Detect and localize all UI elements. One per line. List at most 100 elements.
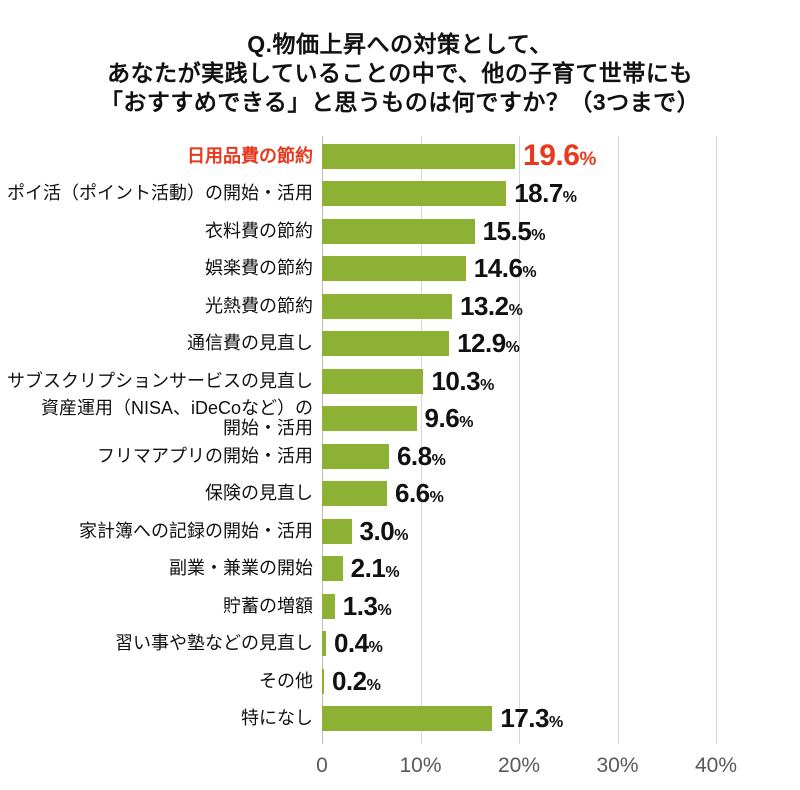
chart-title: Q.物価上昇への対策として、 あなたが実践していることの中で、他の子育て世帯にも… <box>0 30 800 118</box>
bar-category-label: 保険の見直し <box>0 483 322 503</box>
bar-value-number: 19.6 <box>523 139 580 173</box>
bar-value-percent-sign: % <box>508 301 523 319</box>
bar-value: 15.5% <box>482 215 546 247</box>
bar-row: 通信費の見直し 12.9% <box>0 325 800 363</box>
x-tick-label: 20% <box>497 753 541 777</box>
bar-category-label: 日用品費の節約 <box>0 145 322 166</box>
bar-category-label-line: サブスクリプションサービスの見直し <box>7 370 313 391</box>
bar-category-label-line: 資産運用（NISA、iDeCoなど）の <box>40 398 313 419</box>
gridline <box>617 135 619 744</box>
bar-value-number: 6.8 <box>396 440 432 471</box>
bar-value-number: 18.7 <box>514 178 563 209</box>
x-axis: 0 10% 20% 30% 40% <box>316 750 800 784</box>
bar-row: 日用品費の節約 19.6% <box>0 138 800 176</box>
bar-area: 13.2% <box>322 288 800 326</box>
chart-rows: 日用品費の節約 19.6% ポイ活（ポイント活動）の開始・活用 18.7% 衣料費の節約… <box>0 136 800 738</box>
x-tick-label: 40% <box>694 753 738 777</box>
bar-row: 衣料費の節約 15.5% <box>0 213 800 251</box>
bar-row: ポイ活（ポイント活動）の開始・活用 18.7% <box>0 175 800 213</box>
chart-area: 日用品費の節約 19.6% ポイ活（ポイント活動）の開始・活用 18.7% 衣料費の節約… <box>0 135 800 777</box>
bar-category-label: サブスクリプションサービスの見直し <box>0 370 322 391</box>
bar <box>322 406 417 432</box>
bar-value-percent-sign: % <box>531 226 546 244</box>
bar-category-label: その他 <box>0 670 322 691</box>
bar <box>322 481 387 507</box>
bar-row: その他 0.2% <box>0 663 800 701</box>
bar-value-percent-sign: % <box>377 601 392 619</box>
bar-value-number: 17.3 <box>500 703 549 734</box>
bar-value-percent-sign: % <box>522 264 537 282</box>
bar-value-number: 0.4 <box>333 628 369 659</box>
bar-area: 3.0% <box>322 513 800 551</box>
bar <box>322 593 335 619</box>
bar-row: 特になし 17.3% <box>0 700 800 738</box>
bar-value: 19.6% <box>523 139 596 173</box>
bar-category-label-line: 日用品費の節約 <box>187 145 313 166</box>
bar <box>322 331 450 357</box>
bar-value-number: 6.6 <box>395 478 430 509</box>
bar-value: 0.4% <box>333 628 383 659</box>
x-tick-label: 30% <box>596 753 639 777</box>
bar-row: サブスクリプションサービスの見直し 10.3% <box>0 363 800 401</box>
bar-category-label-line: フリマアプリの開始・活用 <box>97 445 313 466</box>
chart-title-line-3: 「おすすめできる」と思うものは何ですか？（3つまで） <box>99 89 701 116</box>
bar-value-number: 3.0 <box>359 515 395 546</box>
bar-area: 6.6% <box>322 475 800 513</box>
bar-value-number: 14.6 <box>473 253 523 284</box>
bar-value-percent-sign: % <box>366 676 381 694</box>
plot-gridlines <box>322 135 800 744</box>
gridline <box>420 135 422 744</box>
bar-category-label-line: 貯蓄の増額 <box>223 595 313 616</box>
gridline <box>519 135 520 744</box>
bar-value-percent-sign: % <box>480 376 494 394</box>
bar-row: フリマアプリの開始・活用 6.8% <box>0 438 800 476</box>
bar <box>322 443 389 469</box>
bar-category-label: 衣料費の節約 <box>0 220 322 241</box>
bar-value: 14.6% <box>473 253 537 284</box>
bar-value-number: 10.3 <box>431 365 481 396</box>
bar-area: 15.5% <box>322 213 800 251</box>
bar-value-percent-sign: % <box>505 339 520 357</box>
bar-row: 資産運用（NISA、iDeCoなど）の 開始・活用 9.6% <box>0 398 800 438</box>
bar-category-label-line: 娯楽費の節約 <box>205 258 313 279</box>
bar <box>322 143 516 169</box>
bar-category-label: 特になし <box>0 708 322 729</box>
x-tick-label: 10% <box>399 753 442 777</box>
gridline <box>716 135 717 744</box>
x-tick-label: 0 <box>316 753 328 777</box>
bar-category-label-line: 家計簿への記録の開始・活用 <box>79 520 313 541</box>
bar-row: 習い事や塾などの見直し 0.4% <box>0 625 800 663</box>
bar-value-percent-sign: % <box>368 639 383 657</box>
bar-value-percent-sign: % <box>431 451 446 469</box>
bar <box>322 368 424 394</box>
bar-area: 1.3% <box>322 588 800 626</box>
bar-value-number: 9.6 <box>424 403 460 434</box>
bar-category-label-line: 特になし <box>241 708 313 729</box>
bar-category-label-line: 衣料費の節約 <box>205 220 313 241</box>
bar-area: 10.3% <box>322 363 800 401</box>
bar-value-percent-sign: % <box>429 489 444 507</box>
bar-category-label-line: その他 <box>259 670 313 691</box>
bar-value-percent-sign: % <box>562 189 577 207</box>
bar-category-label: フリマアプリの開始・活用 <box>0 445 322 466</box>
bar-category-label: 習い事や塾などの見直し <box>0 633 322 654</box>
bar-row: 保険の見直し 6.6% <box>0 475 800 513</box>
bar-value-percent-sign: % <box>385 564 400 582</box>
bar-value-number: 12.9 <box>457 328 506 359</box>
bar <box>322 293 453 319</box>
bar-value: 6.6% <box>395 478 444 509</box>
bar-category-label-line: 習い事や塾などの見直し <box>115 633 313 654</box>
bar-value-percent-sign: % <box>394 526 408 544</box>
bar-category-label: 家計簿への記録の開始・活用 <box>0 520 322 541</box>
bar <box>322 668 324 694</box>
bar-value: 2.1% <box>351 553 400 584</box>
bar-value-number: 1.3 <box>342 590 378 621</box>
bar-row: 貯蓄の増額 1.3% <box>0 588 800 626</box>
bar-area: 18.7% <box>322 175 800 213</box>
bar-value-number: 15.5 <box>482 215 532 246</box>
bar-value-percent-sign: % <box>579 149 596 171</box>
bar-category-label: 資産運用（NISA、iDeCoなど）の 開始・活用 <box>0 398 322 438</box>
bar-area: 0.2% <box>322 663 800 701</box>
bar-category-label: 娯楽費の節約 <box>0 258 322 279</box>
